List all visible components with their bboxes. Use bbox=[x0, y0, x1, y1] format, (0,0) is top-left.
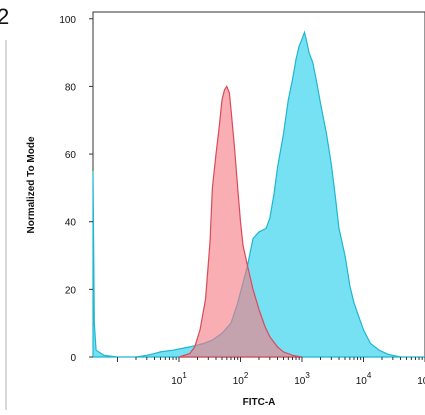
histogram-series-1 bbox=[92, 30, 425, 358]
y-tick-label: 0 bbox=[70, 353, 76, 364]
plot-area: 0 20 40 60 80 100 101 102 103 104 105 bbox=[59, 11, 425, 387]
y-tick-label: 60 bbox=[65, 150, 77, 161]
x-axis-title: FITC-A bbox=[243, 397, 276, 408]
x-tick-label: 105 bbox=[417, 371, 425, 387]
y-tick-label: 40 bbox=[65, 218, 77, 229]
x-tick-label: 104 bbox=[356, 371, 372, 387]
y-tick-label: 80 bbox=[65, 82, 77, 93]
y-tick-label: 20 bbox=[65, 285, 77, 296]
x-tick-label: 102 bbox=[233, 371, 249, 387]
x-tick-label: 103 bbox=[294, 371, 310, 387]
histogram-series-2 bbox=[178, 85, 303, 358]
y-axis-title: Normalized To Mode bbox=[26, 136, 37, 233]
y-tick-label: 100 bbox=[59, 15, 76, 26]
x-tick-label: 101 bbox=[171, 371, 187, 387]
panel-corner-label: 2 bbox=[0, 4, 9, 29]
